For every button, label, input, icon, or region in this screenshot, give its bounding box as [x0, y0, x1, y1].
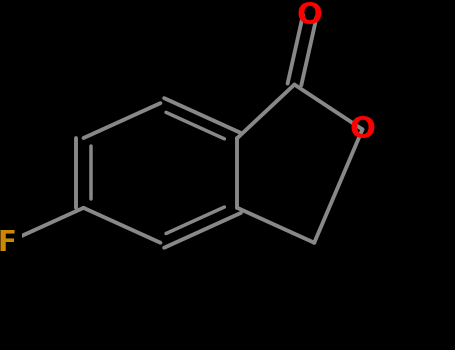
Text: F: F	[0, 229, 16, 257]
Text: O: O	[349, 115, 375, 144]
Text: O: O	[297, 1, 323, 30]
